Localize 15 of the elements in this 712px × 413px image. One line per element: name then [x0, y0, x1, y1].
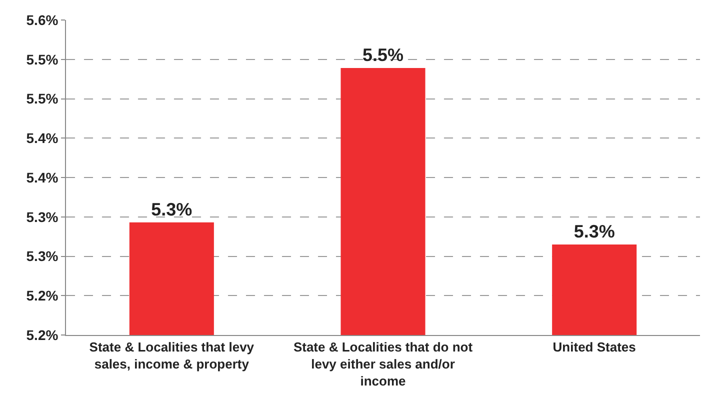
x-tick-label: United States: [552, 340, 636, 355]
y-tick-label: 5.3%: [26, 208, 59, 225]
x-tick-label: State & Localities that levy sales, income & property: [89, 340, 255, 372]
y-tick-label: 5.2%: [26, 326, 59, 343]
y-tick-label: 5.3%: [26, 248, 59, 264]
y-tick-label: 5.4%: [26, 169, 59, 186]
y-tick-label: 5.6%: [26, 12, 59, 28]
x-tick-label: State & Localities that do not levy either sales and/or income: [293, 340, 474, 388]
y-tick-label: 5.4%: [26, 130, 59, 146]
data-label: 5.3%: [574, 221, 615, 242]
y-tick-label: 5.2%: [26, 288, 59, 304]
y-tick-label: 5.5%: [26, 90, 59, 107]
data-label: 5.5%: [362, 45, 404, 66]
data-label: 5.3%: [151, 199, 192, 220]
y-tick-label: 5.5%: [26, 51, 59, 68]
